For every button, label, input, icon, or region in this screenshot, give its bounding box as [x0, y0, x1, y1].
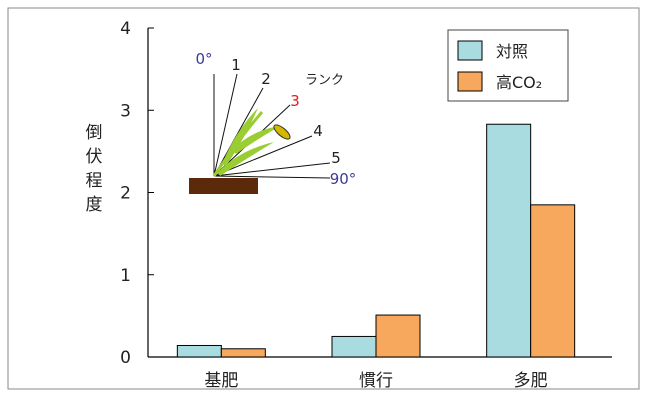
bar-high-co2-1	[375, 314, 421, 358]
legend-swatch	[457, 40, 483, 61]
x-tick-label: 多肥	[514, 371, 548, 391]
rank-title: ランク	[305, 73, 344, 88]
x-tick-labels: 基肥 慣行 多肥	[204, 371, 547, 391]
rank-label: 1	[231, 56, 241, 74]
bars	[176, 123, 576, 358]
y-tick-label: 1	[120, 266, 131, 286]
y-axis-label-char: 度	[86, 195, 103, 215]
y-axis-label-char: 倒	[86, 123, 103, 143]
bar-control-2	[486, 123, 532, 358]
plant-leaf	[218, 142, 274, 176]
legend-label: 対照	[496, 42, 528, 61]
legend-swatch	[457, 71, 483, 92]
bar-high-co2-2	[530, 204, 576, 358]
y-axis-label-char: 程	[86, 171, 103, 191]
y-axis-label-char: 伏	[86, 147, 103, 167]
y-tick-label: 4	[120, 19, 131, 39]
rank-line	[213, 73, 238, 177]
y-tick-labels: 0 1 2 3 4	[120, 19, 131, 368]
legend-label: 高CO₂	[496, 73, 542, 92]
rank-label: 90°	[330, 170, 357, 188]
plant-leaf	[222, 108, 258, 166]
rice-ear	[273, 124, 291, 140]
rank-line	[213, 175, 331, 179]
rank-line	[213, 135, 313, 177]
y-tick-label: 3	[120, 101, 131, 121]
y-tick-label: 2	[120, 184, 131, 204]
rank-label: 5	[331, 149, 341, 167]
lodging-rank-inset: 0° 1 2 345 90° ランク	[189, 50, 356, 194]
y-tick-label: 0	[120, 348, 131, 368]
bar-control-1	[331, 335, 377, 358]
plant-leaf	[232, 126, 280, 154]
x-tick-label: 基肥	[204, 371, 238, 391]
rank-line	[213, 87, 264, 177]
rank-label: 0°	[195, 50, 212, 68]
rank-line	[213, 162, 331, 177]
rank-label: 3	[290, 92, 300, 110]
bar-high-co2-0	[220, 348, 266, 358]
rank-label: 4	[313, 122, 323, 140]
rank-label: 2	[261, 70, 271, 88]
x-tick-label: 慣行	[359, 371, 393, 391]
bar-control-0	[176, 344, 222, 358]
ground-block	[189, 178, 258, 194]
